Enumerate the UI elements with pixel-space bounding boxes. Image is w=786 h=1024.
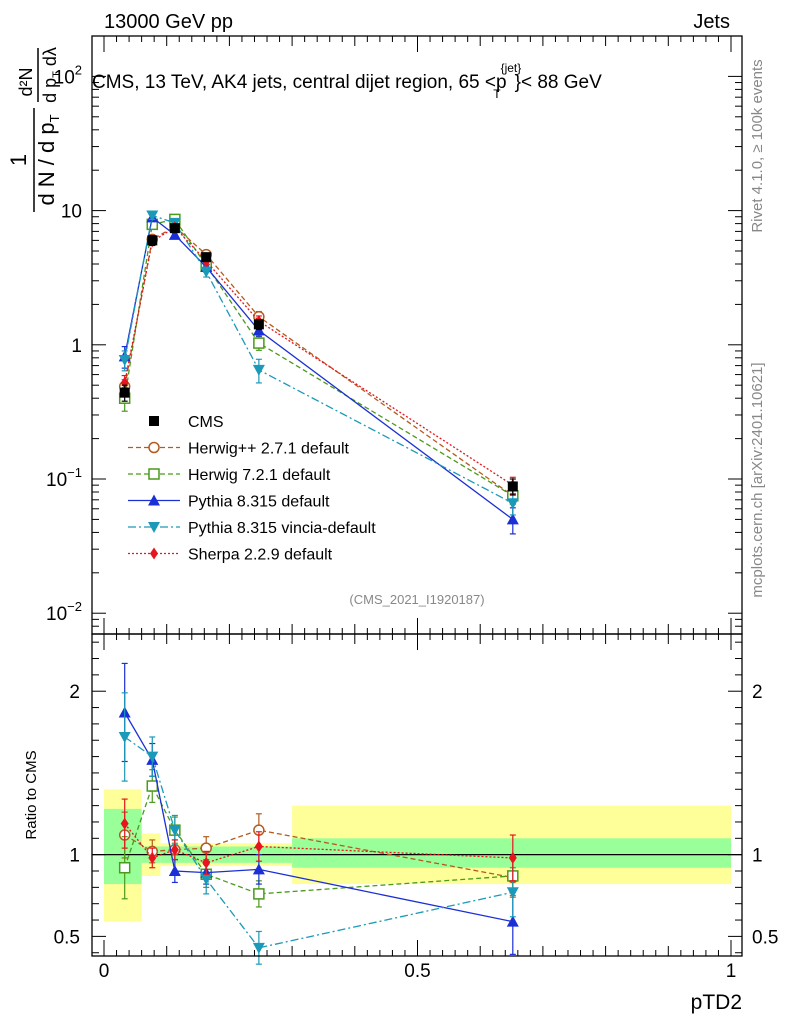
ratio-series-point: [252, 863, 265, 875]
legend-entry: Sherpa 2.2.9 default: [128, 547, 333, 564]
main-series-point: [120, 376, 129, 389]
main-series-line: [124, 226, 514, 486]
main-series-point: [506, 513, 519, 525]
ratio-panel-frame: [91, 633, 743, 957]
ratio-series-point: [202, 856, 211, 869]
main-series-point: [200, 266, 213, 278]
legend-label: Pythia 8.315 default: [188, 494, 330, 511]
ratio-series-point: [508, 851, 517, 864]
cms-data-point: [169, 223, 180, 234]
ratio-series-point: [506, 887, 519, 899]
legend-entry: Pythia 8.315 default: [128, 494, 330, 511]
legend-label: Herwig++ 2.7.1 default: [188, 441, 350, 458]
x-tick-label: 0.5: [404, 961, 430, 982]
cms-data-point: [253, 319, 264, 330]
main-y-axis-label: 1 d N / d pT d²N d pT dλ: [6, 47, 63, 212]
ratio-series-point: [254, 840, 263, 853]
ratio-panel-series: [118, 662, 519, 965]
ratio-series-point: [148, 851, 157, 864]
main-y-tick-label: 10−2: [46, 599, 82, 625]
legend-entry: Herwig 7.2.1 default: [128, 467, 331, 484]
main-series-line: [124, 214, 514, 504]
x-axis-label: pTD2: [691, 991, 742, 1014]
legend-label: CMS: [188, 414, 224, 431]
legend-entry: Pythia 8.315 vincia-default: [128, 520, 376, 537]
analysis-id-label: (CMS_2021_I1920187): [349, 592, 484, 607]
plot-annotations: 102 10 1 10−1 10−2 0 0.5 1 2 2 1 1 0.5 0.5 CMS, 13 TeV…: [46, 61, 778, 982]
ratio-series-point: [170, 843, 179, 856]
legend-marker: [150, 547, 158, 560]
ratio-y-tick-label-left: 2: [69, 682, 80, 703]
ratio-series-point: [168, 865, 181, 877]
legend: CMS Herwig++ 2.7.1 default Herwig 7.2.1 de…: [128, 414, 376, 564]
legend-marker: [148, 441, 160, 454]
chart-title: CMS, 13 TeV, AK4 jets, central dijet reg…: [92, 61, 602, 101]
cms-data-point: [147, 235, 158, 246]
main-series-point: [146, 210, 159, 222]
main-y-tick-label: 1: [71, 336, 82, 357]
rivet-version-label: Rivet 4.1.0, ≥ 100k events: [749, 59, 766, 232]
ratio-series-point: [253, 888, 265, 900]
main-series-point: [118, 355, 131, 367]
x-tick-label: 1: [726, 961, 737, 982]
cms-data-point: [507, 481, 518, 492]
legend-marker: [148, 494, 160, 506]
ratio-series-point: [118, 861, 131, 874]
legend-label: Herwig 7.2.1 default: [188, 467, 331, 484]
svg-text:d pT dλ: d pT dλ: [40, 47, 63, 103]
header-energy-label: 13000 GeV pp: [104, 11, 233, 33]
main-panel-frame: [91, 35, 743, 635]
legend-entry: CMS: [149, 414, 224, 431]
ratio-series-point: [168, 825, 181, 837]
main-panel-series: [118, 210, 519, 535]
main-series-point: [506, 498, 519, 510]
legend-marker: [148, 522, 160, 533]
main-y-tick-label: 10: [61, 202, 82, 223]
legend-marker: [149, 416, 159, 426]
svg-text:d²N: d²N: [16, 67, 36, 96]
svg-text:1: 1: [6, 154, 31, 166]
main-y-tick-label: 102: [54, 62, 82, 88]
main-y-tick-label: 10−1: [46, 465, 82, 491]
ratio-series-point: [506, 915, 519, 927]
x-tick-label: 0: [99, 961, 110, 982]
mcplots-label: mcplots.cern.ch [arXiv:2401.10621]: [749, 362, 766, 597]
ratio-y-tick-label-right: 0.5: [752, 927, 778, 948]
ratio-series-point: [118, 731, 131, 743]
cms-data-point: [119, 387, 130, 398]
ratio-series-point: [120, 817, 129, 830]
ratio-y-tick-label-left: 1: [69, 846, 80, 867]
cms-data-point: [201, 252, 212, 263]
axes-frames: [91, 35, 743, 957]
main-series-point: [253, 337, 265, 349]
ratio-series-line: [124, 784, 513, 895]
ratio-series-point: [146, 780, 159, 792]
header-jets-label: Jets: [693, 11, 730, 33]
ratio-y-tick-label-right: 1: [752, 846, 763, 867]
svg-text:d N / d pT: d N / d pT: [34, 114, 62, 205]
main-series-line: [124, 218, 514, 497]
ratio-y-tick-label-left: 0.5: [54, 927, 80, 948]
ratio-stat-band: [292, 838, 731, 868]
main-series-point: [252, 364, 265, 376]
main-series-point: [168, 228, 181, 240]
legend-marker: [148, 468, 160, 480]
legend-label: Sherpa 2.2.9 default: [188, 547, 333, 564]
ratio-y-axis-label: Ratio to CMS: [23, 750, 40, 839]
ratio-series-point: [252, 942, 265, 954]
legend-entry: Herwig++ 2.7.1 default: [128, 441, 350, 458]
ratio-series-point: [146, 751, 159, 763]
ratio-series-point: [200, 874, 213, 886]
ratio-series-line: [124, 823, 513, 864]
legend-label: Pythia 8.315 vincia-default: [188, 520, 376, 537]
ratio-y-tick-label-right: 2: [752, 682, 763, 703]
